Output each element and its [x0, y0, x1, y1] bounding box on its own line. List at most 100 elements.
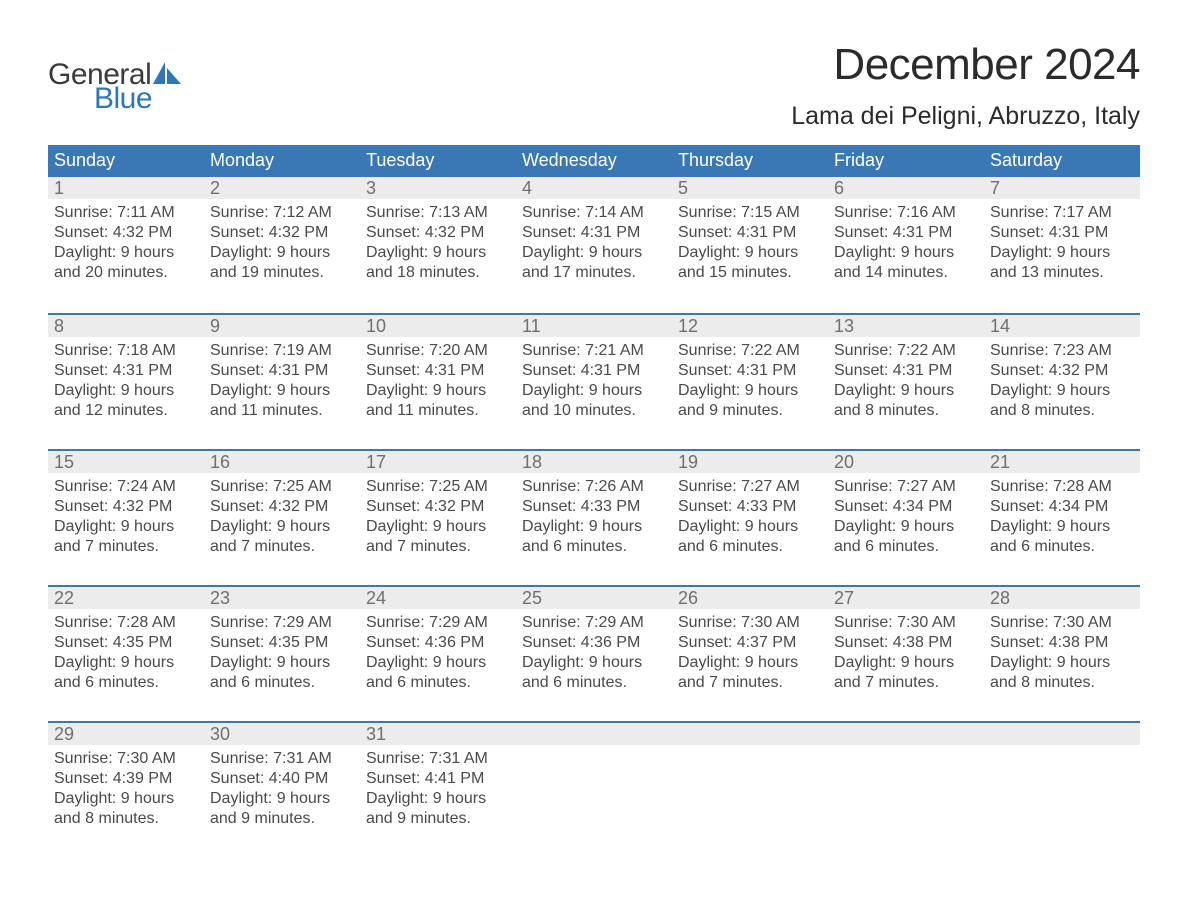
- calendar-day: 18Sunrise: 7:26 AMSunset: 4:33 PMDayligh…: [516, 451, 672, 585]
- calendar-day: 29Sunrise: 7:30 AMSunset: 4:39 PMDayligh…: [48, 723, 204, 857]
- day-number: 28: [990, 587, 1134, 609]
- sunrise-line: Sunrise: 7:18 AM: [54, 341, 198, 361]
- calendar-day: 17Sunrise: 7:25 AMSunset: 4:32 PMDayligh…: [360, 451, 516, 585]
- daylight-line-2: and 14 minutes.: [834, 263, 978, 283]
- daynum-bar: 10: [360, 315, 516, 337]
- sail-icon: [153, 62, 183, 89]
- sunset-line: Sunset: 4:33 PM: [678, 497, 822, 517]
- sunrise-line: Sunrise: 7:30 AM: [54, 749, 198, 769]
- daylight-line-1: Daylight: 9 hours: [366, 517, 510, 537]
- daylight-line-1: Daylight: 9 hours: [678, 381, 822, 401]
- daylight-line-1: Daylight: 9 hours: [834, 653, 978, 673]
- calendar-day: .: [516, 723, 672, 857]
- daylight-line-2: and 6 minutes.: [366, 673, 510, 693]
- sunrise-line: Sunrise: 7:24 AM: [54, 477, 198, 497]
- daynum-bar: 30: [204, 723, 360, 745]
- sunset-line: Sunset: 4:32 PM: [366, 497, 510, 517]
- sunrise-line: Sunrise: 7:28 AM: [990, 477, 1134, 497]
- daylight-line-1: Daylight: 9 hours: [366, 653, 510, 673]
- daylight-line-2: and 6 minutes.: [990, 537, 1134, 557]
- sunrise-line: Sunrise: 7:16 AM: [834, 203, 978, 223]
- daylight-line-2: and 13 minutes.: [990, 263, 1134, 283]
- daynum-bar: .: [828, 723, 984, 745]
- daylight-line-2: and 18 minutes.: [366, 263, 510, 283]
- calendar-week: 22Sunrise: 7:28 AMSunset: 4:35 PMDayligh…: [48, 585, 1140, 721]
- daylight-line-1: Daylight: 9 hours: [522, 517, 666, 537]
- daynum-bar: 11: [516, 315, 672, 337]
- daynum-bar: 6: [828, 177, 984, 199]
- calendar-day: 1Sunrise: 7:11 AMSunset: 4:32 PMDaylight…: [48, 177, 204, 313]
- calendar-day: 24Sunrise: 7:29 AMSunset: 4:36 PMDayligh…: [360, 587, 516, 721]
- sunrise-line: Sunrise: 7:20 AM: [366, 341, 510, 361]
- daynum-bar: 16: [204, 451, 360, 473]
- daylight-line-1: Daylight: 9 hours: [210, 653, 354, 673]
- sunrise-line: Sunrise: 7:15 AM: [678, 203, 822, 223]
- daylight-line-1: Daylight: 9 hours: [522, 243, 666, 263]
- daynum-bar: 2: [204, 177, 360, 199]
- day-number: 19: [678, 451, 822, 473]
- daynum-bar: 4: [516, 177, 672, 199]
- daylight-line-2: and 9 minutes.: [366, 809, 510, 829]
- daynum-bar: 12: [672, 315, 828, 337]
- daynum-bar: 26: [672, 587, 828, 609]
- daylight-line-1: Daylight: 9 hours: [522, 653, 666, 673]
- daynum-bar: .: [516, 723, 672, 745]
- daylight-line-1: Daylight: 9 hours: [366, 243, 510, 263]
- day-number: 13: [834, 315, 978, 337]
- sunset-line: Sunset: 4:32 PM: [54, 223, 198, 243]
- header: General Blue December 2024 Lama dei Peli…: [48, 40, 1140, 131]
- sunrise-line: Sunrise: 7:14 AM: [522, 203, 666, 223]
- calendar-day: 8Sunrise: 7:18 AMSunset: 4:31 PMDaylight…: [48, 315, 204, 449]
- daylight-line-2: and 6 minutes.: [210, 673, 354, 693]
- sunrise-line: Sunrise: 7:29 AM: [210, 613, 354, 633]
- calendar-day: .: [828, 723, 984, 857]
- calendar-day: 15Sunrise: 7:24 AMSunset: 4:32 PMDayligh…: [48, 451, 204, 585]
- sunset-line: Sunset: 4:32 PM: [54, 497, 198, 517]
- daylight-line-2: and 9 minutes.: [678, 401, 822, 421]
- day-number: 6: [834, 177, 978, 199]
- daylight-line-1: Daylight: 9 hours: [834, 517, 978, 537]
- day-number: 31: [366, 723, 510, 745]
- sunset-line: Sunset: 4:31 PM: [678, 223, 822, 243]
- sunrise-line: Sunrise: 7:25 AM: [210, 477, 354, 497]
- daylight-line-2: and 20 minutes.: [54, 263, 198, 283]
- sunset-line: Sunset: 4:36 PM: [522, 633, 666, 653]
- calendar-day: 28Sunrise: 7:30 AMSunset: 4:38 PMDayligh…: [984, 587, 1140, 721]
- calendar-day: 25Sunrise: 7:29 AMSunset: 4:36 PMDayligh…: [516, 587, 672, 721]
- weekday-header: Wednesday: [516, 145, 672, 177]
- day-number: 16: [210, 451, 354, 473]
- calendar-week: 1Sunrise: 7:11 AMSunset: 4:32 PMDaylight…: [48, 177, 1140, 313]
- sunrise-line: Sunrise: 7:23 AM: [990, 341, 1134, 361]
- daylight-line-2: and 9 minutes.: [210, 809, 354, 829]
- daynum-bar: 1: [48, 177, 204, 199]
- calendar-day: 2Sunrise: 7:12 AMSunset: 4:32 PMDaylight…: [204, 177, 360, 313]
- weekday-header: Sunday: [48, 145, 204, 177]
- day-number: 30: [210, 723, 354, 745]
- daynum-bar: 18: [516, 451, 672, 473]
- daylight-line-2: and 6 minutes.: [522, 673, 666, 693]
- daylight-line-1: Daylight: 9 hours: [990, 653, 1134, 673]
- calendar-day: 6Sunrise: 7:16 AMSunset: 4:31 PMDaylight…: [828, 177, 984, 313]
- sunset-line: Sunset: 4:32 PM: [990, 361, 1134, 381]
- daylight-line-2: and 10 minutes.: [522, 401, 666, 421]
- calendar-day: 13 Sunrise: 7:22 AMSunset: 4:31 PMDayligh…: [828, 315, 984, 449]
- sunset-line: Sunset: 4:37 PM: [678, 633, 822, 653]
- sunrise-line: Sunrise: 7:22 AM: [834, 341, 978, 361]
- daylight-line-1: Daylight: 9 hours: [834, 381, 978, 401]
- sunrise-line: Sunrise: 7:30 AM: [990, 613, 1134, 633]
- sunrise-line: Sunrise: 7:17 AM: [990, 203, 1134, 223]
- sunrise-line: Sunrise: 7:11 AM: [54, 203, 198, 223]
- daylight-line-2: and 15 minutes.: [678, 263, 822, 283]
- daylight-line-1: Daylight: 9 hours: [366, 381, 510, 401]
- daynum-bar: 8: [48, 315, 204, 337]
- calendar-day: 23Sunrise: 7:29 AMSunset: 4:35 PMDayligh…: [204, 587, 360, 721]
- day-number: 4: [522, 177, 666, 199]
- day-number: 5: [678, 177, 822, 199]
- calendar: SundayMondayTuesdayWednesdayThursdayFrid…: [48, 145, 1140, 857]
- sunset-line: Sunset: 4:32 PM: [210, 223, 354, 243]
- sunset-line: Sunset: 4:31 PM: [834, 361, 978, 381]
- daynum-bar: 13: [828, 315, 984, 337]
- calendar-week: 29Sunrise: 7:30 AMSunset: 4:39 PMDayligh…: [48, 721, 1140, 857]
- sunset-line: Sunset: 4:39 PM: [54, 769, 198, 789]
- daylight-line-1: Daylight: 9 hours: [834, 243, 978, 263]
